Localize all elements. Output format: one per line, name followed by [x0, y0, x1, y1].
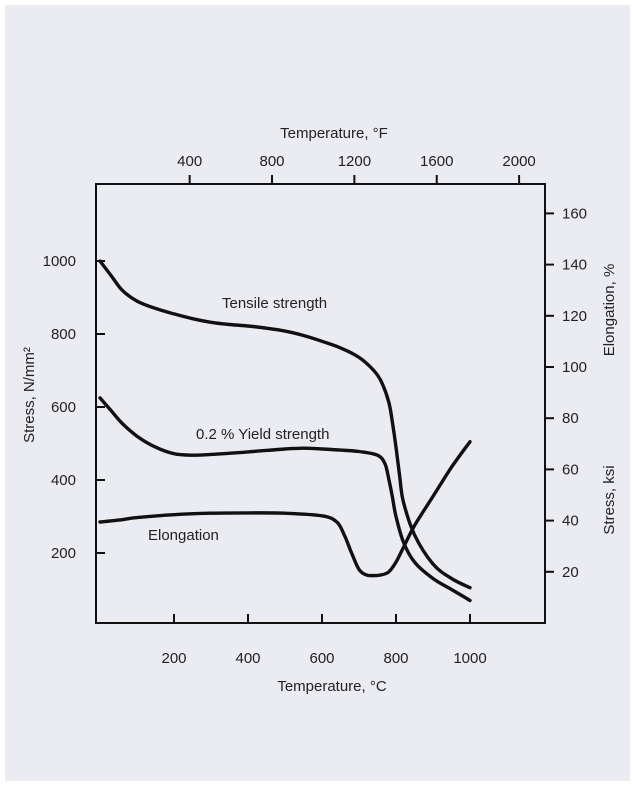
annotation-tensile-strength: Tensile strength: [222, 295, 327, 312]
y-right-tick-label: 60: [562, 461, 579, 478]
annotation-elongation: Elongation: [148, 527, 219, 544]
y-left-tick-label: 800: [51, 326, 76, 343]
y-axis-right-elongation-title: Elongation, %: [601, 264, 618, 357]
x-top-tick-label: 1600: [420, 153, 453, 170]
y-left-tick-label: 600: [51, 399, 76, 416]
series-tensile-strength: [98, 259, 472, 590]
y-right-tick-label: 20: [562, 564, 579, 581]
annotation-yield-strength: 0.2 % Yield strength: [196, 426, 329, 443]
y-left-tick-label: 1000: [43, 253, 76, 270]
figure-panel: [5, 5, 630, 781]
x-axis-top-title: Temperature, °F: [280, 125, 388, 142]
x-top-tick-label: 800: [260, 153, 285, 170]
plot-frame: [95, 183, 546, 624]
x-top-tick-label: 1200: [338, 153, 371, 170]
y-right-tick-label: 40: [562, 513, 579, 530]
y-axis-right-stress-title: Stress, ksi: [601, 465, 618, 534]
y-axis-left-title: Stress, N/mm²: [21, 347, 38, 443]
x-bottom-tick-label: 200: [161, 650, 186, 667]
y-right-tick-label: 80: [562, 410, 579, 427]
x-bottom-tick-label: 1000: [453, 650, 486, 667]
y-left-tick-label: 200: [51, 545, 76, 562]
series-elongation: [98, 440, 472, 578]
y-right-tick-label: 120: [562, 308, 587, 325]
y-right-tick-label: 140: [562, 257, 587, 274]
x-bottom-tick-label: 400: [235, 650, 260, 667]
y-right-tick-label: 160: [562, 205, 587, 222]
x-bottom-tick-label: 600: [309, 650, 334, 667]
y-left-tick-label: 400: [51, 472, 76, 489]
x-axis-bottom-title: Temperature, °C: [277, 678, 387, 695]
y-right-tick-label: 100: [562, 359, 587, 376]
series-layer: [98, 259, 472, 603]
x-top-tick-label: 400: [177, 153, 202, 170]
x-bottom-tick-label: 800: [383, 650, 408, 667]
x-top-tick-label: 2000: [502, 153, 535, 170]
